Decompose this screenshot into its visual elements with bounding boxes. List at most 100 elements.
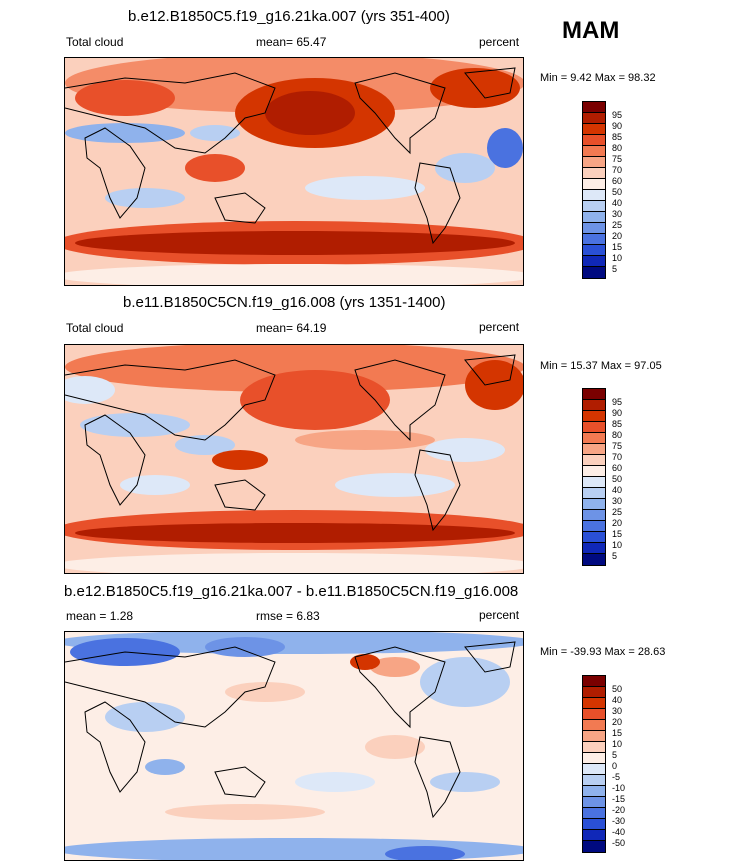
colorbar-swatch [583, 676, 605, 687]
colorbar-label: 95 [612, 397, 623, 407]
panel-1-map [64, 57, 524, 286]
colorbar-label: 90 [612, 121, 623, 131]
colorbar-label: 60 [612, 176, 623, 186]
colorbar-label: -50 [612, 838, 626, 848]
colorbar-swatch [583, 466, 605, 477]
colorbar-label: 5 [612, 551, 618, 561]
colorbar-swatch [583, 201, 605, 212]
panel-3-rmse-label: rmse = 6.83 [256, 609, 320, 623]
colorbar-label: 95 [612, 110, 623, 120]
colorbar-label: -20 [612, 805, 626, 815]
colorbar-swatch [583, 720, 605, 731]
panel-2-map-field [65, 345, 523, 573]
colorbar-swatch [583, 444, 605, 455]
panel-3-colorbar [582, 675, 606, 853]
colorbar-label: 30 [612, 706, 623, 716]
colorbar-swatch [583, 245, 605, 256]
panel-1-units-label: percent [479, 35, 520, 49]
colorbar-swatch [583, 830, 605, 841]
colorbar-label: 90 [612, 408, 623, 418]
colorbar-label: 20 [612, 518, 623, 528]
colorbar-label: 25 [612, 220, 623, 230]
colorbar-label: 30 [612, 209, 623, 219]
colorbar-swatch [583, 102, 605, 113]
colorbar-label: 10 [612, 540, 623, 550]
panel-1-minmax: Min = 9.42 Max = 98.32 [540, 72, 656, 84]
colorbar-label: 50 [612, 684, 623, 694]
colorbar-label: 75 [612, 154, 623, 164]
colorbar-label: 40 [612, 485, 623, 495]
colorbar-swatch [583, 190, 605, 201]
panel-3-title: b.e12.B1850C5.f19_g16.21ka.007 - b.e11.B… [64, 583, 519, 600]
colorbar-label: -10 [612, 783, 626, 793]
colorbar-label: 5 [612, 264, 618, 274]
colorbar-label: 50 [612, 187, 623, 197]
panel-2-title: b.e11.B1850C5CN.f19_g16.008 (yrs 1351-14… [123, 294, 446, 311]
colorbar-swatch [583, 687, 605, 698]
colorbar-swatch [583, 841, 605, 852]
colorbar-swatch [583, 797, 605, 808]
panel-2-units-label: percent [479, 320, 520, 334]
colorbar-swatch [583, 223, 605, 234]
colorbar-swatch [583, 543, 605, 554]
colorbar-swatch [583, 764, 605, 775]
colorbar-swatch [583, 179, 605, 190]
colorbar-swatch [583, 135, 605, 146]
colorbar-label: -5 [612, 772, 621, 782]
colorbar-swatch [583, 267, 605, 278]
colorbar-swatch [583, 422, 605, 433]
panel-2-colorbar [582, 388, 606, 566]
colorbar-swatch [583, 389, 605, 400]
colorbar-label: -30 [612, 816, 626, 826]
season-label: MAM [562, 17, 620, 44]
panel-1-mean-label: mean= 65.47 [256, 35, 327, 49]
colorbar-swatch [583, 234, 605, 245]
panel-1-variable-label: Total cloud [66, 35, 124, 49]
colorbar-swatch [583, 499, 605, 510]
colorbar-swatch [583, 157, 605, 168]
colorbar-swatch [583, 775, 605, 786]
colorbar-label: 25 [612, 507, 623, 517]
colorbar-swatch [583, 532, 605, 543]
colorbar-label: 15 [612, 529, 623, 539]
panel-3-map [64, 631, 524, 861]
colorbar-label: 0 [612, 761, 618, 771]
colorbar-label: -40 [612, 827, 626, 837]
panel-2-map [64, 344, 524, 574]
colorbar-label: 40 [612, 198, 623, 208]
panel-3-mean-label: mean = 1.28 [66, 609, 134, 623]
colorbar-label: 70 [612, 165, 623, 175]
panel-1-title: b.e12.B1850C5.f19_g16.21ka.007 (yrs 351-… [128, 8, 450, 25]
colorbar-swatch [583, 455, 605, 466]
colorbar-swatch [583, 433, 605, 444]
colorbar-swatch [583, 709, 605, 720]
panel-3-minmax: Min = -39.93 Max = 28.63 [540, 646, 666, 658]
colorbar-swatch [583, 521, 605, 532]
panel-1-colorbar [582, 101, 606, 279]
colorbar-swatch [583, 742, 605, 753]
colorbar-label: 85 [612, 132, 623, 142]
panel-2-variable-label: Total cloud [66, 321, 124, 335]
colorbar-swatch [583, 488, 605, 499]
colorbar-label: -15 [612, 794, 626, 804]
colorbar-label: 20 [612, 231, 623, 241]
panel-2-minmax: Min = 15.37 Max = 97.05 [540, 360, 662, 372]
colorbar-swatch [583, 554, 605, 565]
colorbar-label: 20 [612, 717, 623, 727]
colorbar-label: 10 [612, 739, 623, 749]
colorbar-label: 80 [612, 430, 623, 440]
colorbar-swatch [583, 256, 605, 267]
colorbar-label: 15 [612, 242, 623, 252]
colorbar-label: 15 [612, 728, 623, 738]
colorbar-label: 5 [612, 750, 618, 760]
colorbar-label: 30 [612, 496, 623, 506]
colorbar-label: 40 [612, 695, 623, 705]
colorbar-swatch [583, 212, 605, 223]
colorbar-swatch [583, 113, 605, 124]
colorbar-swatch [583, 477, 605, 488]
colorbar-swatch [583, 146, 605, 157]
colorbar-swatch [583, 400, 605, 411]
panel-1-map-field [65, 58, 523, 285]
colorbar-label: 60 [612, 463, 623, 473]
colorbar-label: 85 [612, 419, 623, 429]
